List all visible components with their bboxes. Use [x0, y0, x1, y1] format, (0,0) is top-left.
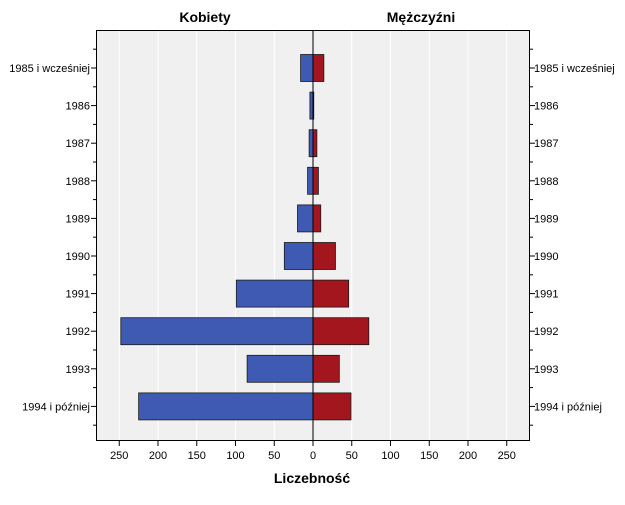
bar-left-7 [120, 317, 314, 346]
bar-left-4 [297, 204, 314, 233]
x-axis-title: Liczebność [274, 470, 350, 486]
x-tick-label: 100 [226, 450, 244, 462]
category-label-right: 1991 [534, 289, 558, 301]
x-tick-label: 200 [459, 450, 477, 462]
category-label-left: 1990 [66, 251, 90, 263]
category-label-left: 1987 [66, 138, 90, 150]
category-label-right: 1985 i wcześniej [534, 63, 615, 75]
bar-right-7 [312, 317, 370, 346]
panel-title-right: Mężczyźni [387, 9, 455, 25]
bar-right-3 [312, 166, 319, 195]
bar-right-2 [312, 129, 318, 158]
bar-right-6 [312, 279, 350, 308]
category-label-right: 1992 [534, 326, 558, 338]
bar-right-5 [312, 242, 336, 270]
category-label-right: 1989 [534, 213, 558, 225]
category-label-left: 1988 [66, 176, 90, 188]
category-label-right: 1986 [534, 101, 558, 113]
category-label-right: 1994 i później [534, 401, 602, 413]
bar-left-3 [307, 166, 314, 195]
x-tick-label: 250 [110, 450, 128, 462]
x-tick-label: 150 [420, 450, 438, 462]
bar-left-6 [235, 279, 314, 308]
bar-right-4 [312, 204, 322, 233]
category-label-right: 1988 [534, 176, 558, 188]
category-label-left: 1994 i później [22, 401, 90, 413]
category-label-left: 1989 [66, 213, 90, 225]
x-tick-label: 50 [268, 450, 280, 462]
category-label-left: 1986 [66, 101, 90, 113]
x-tick-label: 100 [381, 450, 399, 462]
category-label-right: 1990 [534, 251, 558, 263]
panel-title-left: Kobiety [179, 9, 231, 25]
bar-right-0 [312, 54, 325, 82]
bar-right-9 [312, 392, 352, 421]
bar-left-2 [308, 129, 314, 158]
x-tick-label: 200 [149, 450, 167, 462]
category-label-left: 1993 [66, 364, 90, 376]
category-label-left: 1985 i wcześniej [9, 63, 90, 75]
bar-left-0 [300, 54, 314, 82]
x-tick-label: 150 [188, 450, 206, 462]
bar-left-8 [246, 354, 314, 383]
bar-right-8 [312, 354, 340, 383]
category-label-left: 1992 [66, 326, 90, 338]
x-tick-label: 50 [346, 450, 358, 462]
bar-left-9 [138, 392, 314, 421]
bar-left-5 [283, 242, 314, 270]
category-label-left: 1991 [66, 289, 90, 301]
category-label-right: 1987 [534, 138, 558, 150]
category-label-right: 1993 [534, 364, 558, 376]
x-tick-label: 0 [310, 450, 316, 462]
x-tick-label: 250 [498, 450, 516, 462]
